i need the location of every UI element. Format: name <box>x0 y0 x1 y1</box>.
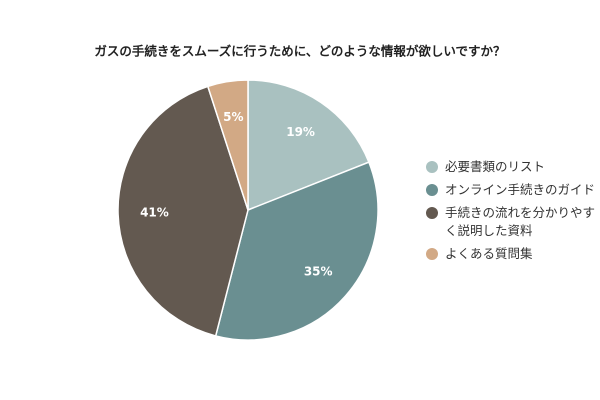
legend-label: 必要書類のリスト <box>445 159 546 174</box>
slice-label: 19% <box>286 125 315 139</box>
legend-swatch <box>426 184 438 196</box>
pie-slice <box>214 161 379 341</box>
pie-slice <box>206 79 249 211</box>
legend: 必要書類のリストオンライン手続きのガイド手続きの流れを分かりやすく説明した資料よ… <box>424 158 600 268</box>
legend-item: オンライン手続きのガイド <box>424 181 600 199</box>
slice-label: 41% <box>140 205 169 219</box>
legend-item: よくある質問集 <box>424 245 600 263</box>
slice-label: 35% <box>304 264 333 278</box>
pie-slice <box>247 79 370 212</box>
legend-item: 必要書類のリスト <box>424 158 600 176</box>
legend-swatch <box>426 248 438 260</box>
slice-label: 5% <box>223 110 243 124</box>
legend-swatch <box>426 161 438 173</box>
legend-label: 手続きの流れを分かりやすく説明した資料 <box>445 205 596 238</box>
legend-swatch <box>426 207 438 219</box>
legend-item: 手続きの流れを分かりやすく説明した資料 <box>424 204 600 240</box>
legend-label: オンライン手続きのガイド <box>445 182 596 197</box>
legend-label: よくある質問集 <box>445 246 533 261</box>
chart-title: ガスの手続きをスムーズに行うために、どのような情報が欲しいですか？ <box>94 44 505 59</box>
pie-slice <box>117 85 249 337</box>
